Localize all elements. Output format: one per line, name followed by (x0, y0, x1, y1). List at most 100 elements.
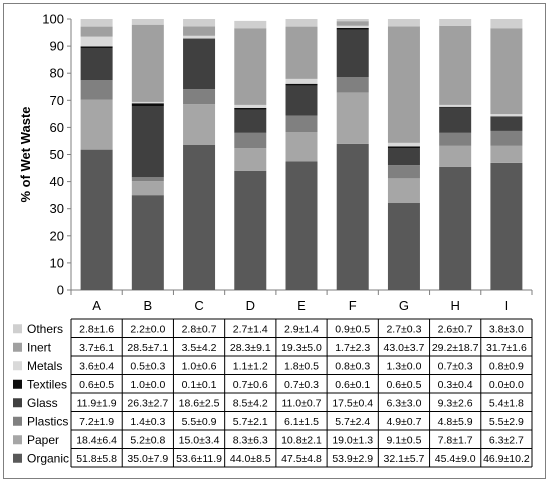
y-tick-label: 50 (50, 147, 64, 162)
x-tick-label: H (450, 298, 459, 313)
legend-key-others (13, 324, 22, 334)
y-tick-label: 60 (50, 120, 64, 135)
table-cell: 4.8±5.9 (438, 416, 473, 428)
y-tick-label: 70 (50, 93, 64, 108)
legend-key-plastics (13, 416, 22, 426)
table-cell: 47.5±4.8 (281, 453, 322, 465)
table-cell: 0.8±0.3 (335, 360, 370, 372)
table-cell: 11.9±1.9 (77, 397, 117, 409)
table-cell: 4.9±0.7 (386, 416, 421, 428)
x-tick-label: D (246, 298, 255, 313)
bar-segment-organic-h (439, 166, 472, 290)
legend-key-organic (13, 453, 22, 463)
table-cell: 6.3±2.7 (489, 434, 524, 446)
table-cell: 2.6±0.7 (438, 323, 473, 335)
bar-segment-glass-f (336, 29, 369, 77)
bar-segment-inert-h (439, 25, 472, 105)
bar-segment-paper-c (183, 104, 216, 145)
bar-segment-textiles-d (234, 107, 267, 110)
bar-segment-metals-d (234, 104, 267, 108)
bar-segment-plastics-b (131, 177, 164, 182)
table-cell: 0.3±0.4 (438, 379, 473, 391)
table-cell: 0.1±0.1 (182, 379, 217, 391)
bar-segment-others-e (285, 19, 318, 27)
table-cell: 0.7±0.3 (438, 360, 473, 372)
bar-segment-metals-i (490, 114, 523, 117)
legend-key-textiles (13, 379, 22, 389)
y-axis-title: % of Wet Waste (18, 106, 33, 202)
table-cell: 17.5±0.4 (332, 397, 373, 409)
bar-segment-textiles-b (131, 103, 164, 106)
table-cell: 9.1±0.5 (386, 434, 421, 446)
table-cell: 1.1±1.2 (233, 360, 268, 372)
table-cell: 26.3±2.7 (127, 397, 168, 409)
table-cell: 11.0±0.7 (281, 397, 321, 409)
table-cell: 15.0±3.4 (179, 434, 220, 446)
bar-segment-plastics-c (183, 89, 216, 105)
bar-segment-metals-b (131, 101, 164, 104)
bar-segment-metals-g (387, 142, 420, 147)
table-cell: 8.5±4.2 (233, 397, 268, 409)
table-cell: 5.5±0.9 (182, 416, 217, 428)
bar-segment-glass-e (285, 85, 318, 116)
legend-label-textiles: Textiles (27, 377, 67, 391)
legend-label-plastics: Plastics (27, 414, 68, 428)
table-cell: 0.8±0.9 (489, 360, 524, 372)
table-cell: 2.7±1.4 (233, 323, 268, 335)
table-cell: 5.4±1.8 (489, 397, 524, 409)
bar-segment-paper-d (234, 148, 267, 171)
legend-key-inert (13, 342, 22, 352)
table-cell: 0.6±0.1 (335, 379, 370, 391)
chart-frame (3, 3, 546, 479)
table-cell: 28.3±9.1 (230, 342, 271, 354)
bar-segment-plastics-a (80, 80, 113, 100)
bar-segment-paper-e (285, 132, 318, 162)
bar-segment-paper-i (490, 145, 523, 163)
bar-segment-glass-i (490, 116, 523, 131)
table-cell: 1.8±0.5 (284, 360, 319, 372)
bar-segment-plastics-h (439, 132, 472, 146)
table-cell: 7.8±1.7 (438, 434, 473, 446)
table-cell: 2.7±0.3 (386, 323, 421, 335)
table-cell: 5.5±2.9 (489, 416, 524, 428)
table-cell: 2.2±0.0 (130, 323, 165, 335)
bar-segment-organic-e (285, 161, 318, 290)
table-cell: 10.8±2.1 (281, 434, 322, 446)
table-cell: 19.3±5.0 (281, 342, 322, 354)
bar-segment-paper-g (387, 178, 420, 204)
table-cell: 46.9±10.2 (483, 453, 530, 465)
bar-segment-textiles-h (439, 106, 472, 108)
bar-segment-plastics-f (336, 76, 369, 93)
y-tick-label: 40 (50, 174, 64, 189)
table-cell: 0.6±0.5 (79, 379, 114, 391)
bar-segment-metals-f (336, 25, 369, 28)
table-cell: 0.7±0.6 (233, 379, 268, 391)
table-cell: 45.4±9.0 (435, 453, 476, 465)
x-tick-label: G (399, 298, 409, 313)
x-tick-label: C (194, 298, 203, 313)
table-cell: 53.6±11.9 (176, 453, 222, 465)
bar-segment-glass-h (439, 107, 472, 133)
table-cell: 9.3±2.6 (438, 397, 473, 409)
table-cell: 7.2±1.9 (79, 416, 114, 428)
bar-segment-glass-a (80, 47, 113, 81)
bar-segment-inert-i (490, 28, 523, 115)
bar-segment-metals-e (285, 78, 318, 84)
table-cell: 2.9±1.4 (284, 323, 319, 335)
legend-key-metals (13, 361, 22, 371)
bar-segment-inert-a (80, 26, 113, 37)
table-cell: 3.8±3.0 (489, 323, 524, 335)
table-cell: 2.8±0.7 (182, 323, 217, 335)
bar-segment-inert-f (336, 21, 369, 26)
table-cell: 19.0±1.3 (332, 434, 373, 446)
legend-label-organic: Organic (27, 451, 69, 465)
legend-label-metals: Metals (27, 359, 62, 373)
table-cell: 0.5±0.3 (130, 360, 165, 372)
bar-segment-glass-c (183, 38, 216, 90)
bar-segment-textiles-a (80, 46, 113, 48)
bar-segment-others-c (183, 19, 216, 27)
bar-segment-organic-c (183, 144, 216, 290)
table-cell: 44.0±8.5 (230, 453, 271, 465)
table-cell: 2.8±1.6 (79, 323, 114, 335)
table-cell: 51.8±5.8 (76, 453, 117, 465)
